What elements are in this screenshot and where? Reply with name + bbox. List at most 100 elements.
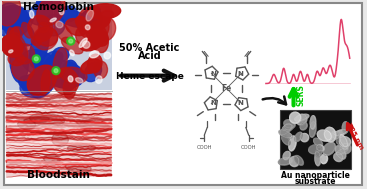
Ellipse shape [301,133,309,142]
Ellipse shape [24,117,50,123]
FancyBboxPatch shape [280,110,351,169]
Ellipse shape [340,135,348,147]
Ellipse shape [283,151,290,160]
Ellipse shape [68,76,73,82]
Ellipse shape [99,10,113,20]
Ellipse shape [317,130,332,141]
Ellipse shape [342,122,349,133]
Ellipse shape [9,50,13,53]
Ellipse shape [70,50,74,56]
Ellipse shape [76,16,90,31]
Ellipse shape [295,156,304,165]
Ellipse shape [7,27,15,55]
Ellipse shape [86,10,94,21]
Ellipse shape [22,50,56,76]
Ellipse shape [40,52,63,79]
Ellipse shape [88,54,102,73]
Ellipse shape [87,4,121,19]
Ellipse shape [0,6,29,31]
Ellipse shape [66,19,87,36]
Ellipse shape [43,155,60,164]
Ellipse shape [76,78,83,83]
Text: 50% Acetic: 50% Acetic [119,43,180,53]
Ellipse shape [337,139,346,146]
Text: Bloodstain: Bloodstain [28,170,90,180]
Ellipse shape [37,0,65,26]
Ellipse shape [295,132,302,142]
Ellipse shape [3,16,35,46]
Ellipse shape [90,21,100,43]
Ellipse shape [59,9,64,15]
Circle shape [69,39,73,43]
Ellipse shape [33,27,58,50]
Ellipse shape [30,10,34,18]
Ellipse shape [316,148,322,157]
Ellipse shape [81,59,101,74]
Ellipse shape [80,6,101,26]
Ellipse shape [20,75,52,98]
Ellipse shape [83,41,90,48]
Ellipse shape [84,62,102,82]
Ellipse shape [10,27,23,40]
Ellipse shape [90,51,99,58]
Ellipse shape [285,124,292,131]
Circle shape [34,57,38,61]
FancyBboxPatch shape [4,3,361,185]
Ellipse shape [314,138,323,147]
Ellipse shape [67,144,96,152]
Text: N: N [237,71,243,77]
Circle shape [52,67,60,75]
Ellipse shape [76,24,103,48]
Ellipse shape [295,114,309,121]
Ellipse shape [8,53,25,66]
FancyBboxPatch shape [6,6,112,90]
Ellipse shape [290,112,301,123]
Text: COOH: COOH [197,145,212,150]
Ellipse shape [284,120,295,129]
Ellipse shape [334,130,347,136]
FancyBboxPatch shape [6,93,112,177]
Ellipse shape [12,33,28,61]
Ellipse shape [315,152,321,166]
Ellipse shape [339,137,350,147]
Ellipse shape [18,120,36,129]
Ellipse shape [317,145,324,151]
Text: SERS: SERS [297,84,305,106]
Ellipse shape [104,52,110,59]
Ellipse shape [28,15,53,41]
Ellipse shape [309,145,321,154]
Text: N: N [210,100,216,106]
Ellipse shape [9,11,33,37]
Ellipse shape [90,23,108,53]
Ellipse shape [19,75,42,91]
Ellipse shape [310,116,316,129]
Ellipse shape [336,146,346,159]
Ellipse shape [65,163,91,173]
Ellipse shape [310,122,316,137]
Ellipse shape [323,143,335,155]
Ellipse shape [290,156,299,167]
Ellipse shape [281,124,292,135]
Ellipse shape [94,61,108,79]
Ellipse shape [1,35,23,57]
Ellipse shape [337,149,349,155]
Ellipse shape [10,41,28,83]
Text: 785 nm: 785 nm [345,121,364,150]
Text: substrate: substrate [294,177,336,186]
Text: Fe: Fe [221,84,232,93]
Ellipse shape [300,123,307,130]
Ellipse shape [41,69,50,94]
Ellipse shape [0,3,22,27]
Ellipse shape [36,0,53,31]
Ellipse shape [81,11,102,27]
Ellipse shape [80,37,103,51]
Text: N: N [210,71,216,77]
Ellipse shape [27,65,57,95]
Ellipse shape [61,37,83,54]
Ellipse shape [29,0,62,25]
Ellipse shape [22,70,55,93]
Ellipse shape [296,114,307,125]
Text: N: N [237,100,243,106]
Ellipse shape [54,9,90,28]
Ellipse shape [79,38,87,47]
